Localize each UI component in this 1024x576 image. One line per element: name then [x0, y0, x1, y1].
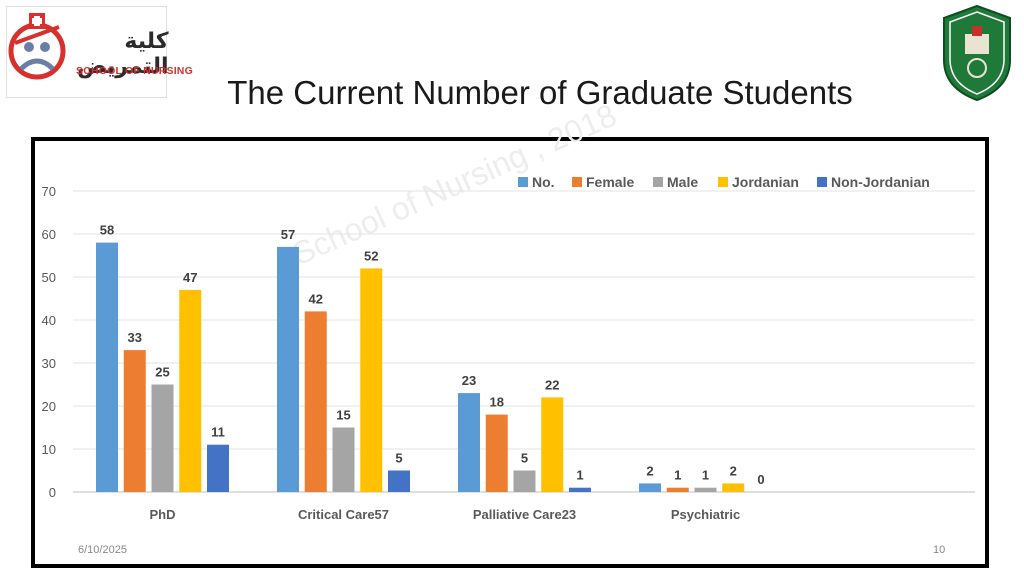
legend-swatch	[572, 177, 582, 187]
bar	[179, 289, 202, 492]
footer-date: 6/10/2025	[78, 544, 127, 556]
bar	[388, 470, 410, 492]
y-tick-label: 20	[42, 399, 56, 414]
legend-swatch	[817, 177, 827, 187]
data-label: 2	[730, 463, 737, 478]
x-tick-label: Psychiatric	[671, 507, 740, 522]
data-label: 2	[646, 463, 653, 478]
data-label: 15	[336, 408, 350, 423]
bar	[332, 427, 355, 492]
bar	[694, 487, 717, 492]
x-tick-label: Palliative Care23	[473, 507, 576, 522]
y-tick-label: 0	[49, 485, 56, 500]
data-label: 5	[395, 451, 402, 466]
nursing-logo-icon	[8, 13, 66, 80]
university-seal-icon	[943, 4, 1011, 102]
bar	[151, 384, 174, 492]
page-number: 10	[933, 544, 946, 556]
legend-swatch	[653, 177, 663, 187]
data-label: 25	[155, 365, 169, 380]
legend-label: Jordanian	[732, 174, 799, 190]
data-label: 18	[490, 395, 504, 410]
bar	[96, 242, 118, 492]
legend-label: Male	[667, 174, 698, 190]
logo-arabic-text: كلية التمريض	[77, 29, 169, 79]
bar	[304, 311, 327, 492]
bar	[123, 350, 146, 492]
bar	[722, 483, 745, 492]
data-label: 58	[100, 223, 114, 238]
bar	[541, 397, 564, 492]
data-label: 33	[128, 330, 142, 345]
legend-swatch	[518, 177, 528, 187]
data-label: 47	[183, 270, 197, 285]
x-tick-label: PhD	[150, 507, 176, 522]
bar	[513, 470, 536, 492]
bar	[360, 268, 383, 492]
data-label: 1	[576, 468, 583, 483]
data-label: 22	[545, 377, 559, 392]
bar	[666, 487, 689, 492]
legend-label: Female	[586, 174, 634, 190]
x-tick-label: Critical Care57	[298, 507, 389, 522]
data-label: 5	[521, 451, 528, 466]
data-label: 23	[462, 373, 476, 388]
data-label: 11	[211, 425, 225, 440]
data-label: 42	[309, 291, 323, 306]
school-of-nursing-logo: كلية التمريض SCHOOL OF NURSING	[6, 6, 193, 98]
y-tick-label: 40	[42, 313, 56, 328]
page-title: The Current Number of Graduate Students	[227, 74, 853, 111]
data-label: 1	[674, 468, 681, 483]
bar	[277, 246, 299, 492]
bar	[569, 487, 591, 492]
y-tick-label: 70	[42, 184, 56, 199]
data-label: 57	[281, 227, 295, 242]
bar	[485, 414, 508, 492]
data-label: 0	[757, 472, 764, 487]
legend-label: No.	[532, 174, 555, 190]
y-tick-label: 50	[42, 270, 56, 285]
y-tick-label: 60	[42, 227, 56, 242]
bar	[639, 483, 661, 492]
legend-label: Non-Jordanian	[831, 174, 930, 190]
data-label: 1	[702, 468, 709, 483]
y-tick-label: 10	[42, 442, 56, 457]
bar	[207, 444, 229, 492]
data-label: 52	[364, 248, 378, 263]
legend-swatch	[718, 177, 728, 187]
logo-english-text: SCHOOL OF NURSING	[76, 65, 193, 77]
y-tick-label: 30	[42, 356, 56, 371]
bar	[458, 393, 480, 492]
